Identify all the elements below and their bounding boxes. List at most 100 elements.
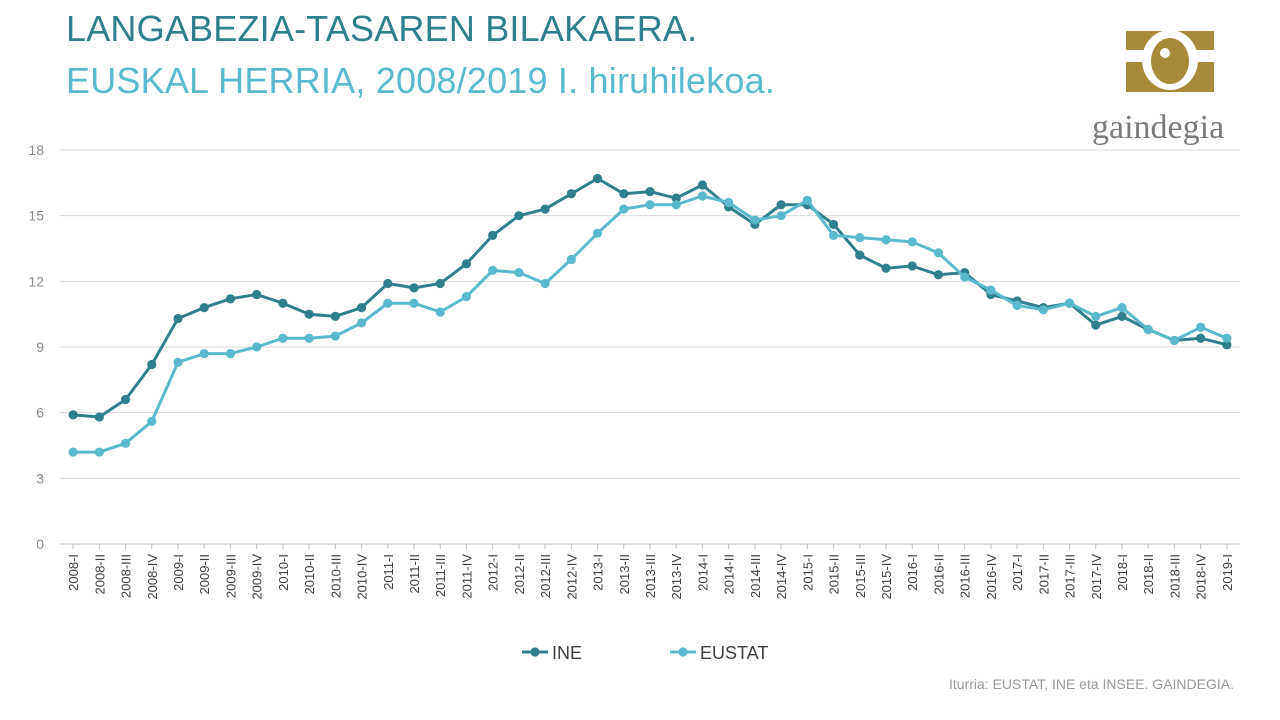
data-point (356, 318, 367, 328)
data-point (356, 303, 367, 313)
x-tick-label: 2018-I (1115, 554, 1130, 591)
data-point (409, 298, 419, 308)
data-point (94, 447, 104, 457)
x-tick-label: 2016-II (931, 554, 946, 594)
logo-wordmark: gaindegia (1092, 109, 1224, 146)
data-point (960, 272, 970, 282)
x-tick-label: 2018-IV (1194, 554, 1209, 600)
data-point (409, 283, 419, 293)
x-tick-label: 2011-III (433, 554, 448, 597)
logo-bar-left (1126, 50, 1144, 62)
x-tick-label: 2008-II (92, 554, 107, 594)
data-point (225, 294, 236, 304)
data-point (304, 333, 314, 343)
data-point (1222, 333, 1232, 343)
x-tick-label: 2016-I (905, 554, 920, 591)
x-tick-label: 2008-III (119, 554, 134, 598)
data-point (1196, 322, 1206, 332)
chart-title: LANGABEZIA-TASAREN BILAKAERA. (66, 8, 698, 49)
data-point (1012, 300, 1022, 311)
data-point (933, 248, 944, 258)
data-point (881, 235, 891, 245)
data-point (199, 303, 209, 313)
x-tick-label: 2012-I (486, 554, 501, 591)
data-point (592, 228, 603, 238)
x-tick-label: 2014-I (695, 554, 710, 591)
data-point (1117, 311, 1127, 321)
data-point (881, 263, 891, 273)
data-point (828, 219, 839, 230)
data-point (435, 278, 445, 289)
x-tick-label: 2008-IV (145, 554, 160, 600)
series-line (73, 194, 1228, 454)
data-point (173, 357, 183, 367)
y-tick-label: 6 (36, 405, 44, 421)
x-tick-label: 2009-I (171, 554, 186, 591)
x-tick-label: 2017-II (1036, 554, 1051, 594)
x-tick-label: 2010-II (302, 554, 317, 594)
logo-core (1151, 38, 1189, 84)
x-tick-label: 2013-II (617, 554, 632, 594)
data-point (1064, 298, 1075, 308)
data-point (68, 410, 78, 420)
x-tick-label: 2012-III (538, 554, 553, 598)
y-tick-label: 0 (36, 536, 44, 552)
legend-marker (678, 647, 688, 657)
y-axis-ticks: 0 3 6 9 12 15 18 (28, 142, 44, 552)
data-point (986, 285, 996, 295)
data-point (802, 195, 812, 205)
x-tick-label: 2014-IV (774, 554, 789, 600)
data-point (488, 265, 498, 275)
x-axis-ticks: 2008-I 2008-II 2008-III 2008-IV 2009-I 2009-I… (66, 544, 1235, 600)
data-point (933, 270, 944, 280)
y-tick-label: 15 (28, 208, 44, 224)
data-point (120, 394, 131, 405)
x-tick-label: 2009-IV (250, 554, 265, 600)
data-point (724, 197, 734, 208)
data-point (199, 348, 209, 359)
data-point (619, 204, 629, 214)
data-point (671, 193, 681, 203)
data-point (383, 278, 393, 289)
y-tick-label: 9 (36, 339, 44, 355)
data-point (540, 278, 550, 289)
data-point (1117, 303, 1127, 313)
legend-item-eustat: EUSTAT (670, 643, 768, 663)
data-point (330, 311, 340, 321)
legend-label: EUSTAT (700, 643, 768, 663)
data-point (278, 298, 288, 308)
data-point (1169, 335, 1180, 346)
x-tick-label: 2014-III (748, 554, 763, 598)
x-tick-label: 2011-II (407, 554, 422, 594)
source-note: Iturria: EUSTAT, INE eta INSEE. GAINDEGI… (949, 676, 1234, 692)
series-line (72, 177, 1228, 419)
x-tick-label: 2019-I (1220, 554, 1235, 591)
data-point (147, 359, 157, 370)
data-point (435, 307, 445, 317)
legend: INE EUSTAT (522, 643, 768, 663)
x-tick-label: 2017-III (1063, 554, 1078, 598)
x-tick-label: 2018-II (1141, 554, 1156, 594)
series-group (68, 173, 1232, 457)
y-tick-label: 3 (36, 470, 44, 486)
data-point (1038, 305, 1048, 315)
x-tick-label: 2015-IV (879, 554, 894, 600)
data-point (645, 200, 655, 210)
data-point (461, 259, 472, 269)
data-point (488, 230, 498, 240)
gaindegia-logo: gaindegia (1092, 22, 1224, 146)
data-point (697, 180, 708, 190)
x-tick-label: 2018-III (1167, 554, 1182, 598)
x-tick-label: 2010-IV (355, 554, 370, 600)
legend-label: INE (552, 643, 582, 663)
x-tick-label: 2008-I (66, 554, 81, 591)
data-point (855, 250, 865, 260)
data-point (750, 215, 760, 225)
x-tick-label: 2016-III (958, 554, 973, 598)
x-tick-label: 2012-IV (564, 554, 579, 600)
data-point (330, 331, 340, 341)
x-tick-label: 2015-III (853, 554, 868, 598)
data-point (907, 237, 917, 247)
data-point (540, 204, 550, 214)
data-point (697, 191, 708, 201)
